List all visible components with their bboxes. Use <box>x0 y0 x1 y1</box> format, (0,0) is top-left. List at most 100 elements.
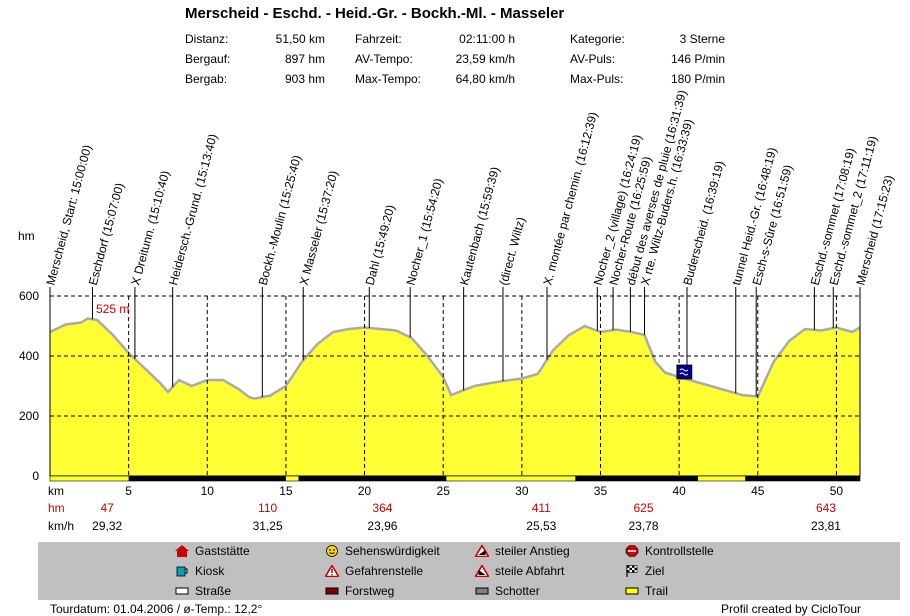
y-axis-label: hm <box>18 229 35 243</box>
legend-item: Kontrollstelle <box>625 544 714 558</box>
road-icon <box>175 585 189 597</box>
waypoint-label: Buderscheid. (16:39:19) <box>680 159 727 286</box>
stat-value: 903 hm <box>284 72 325 86</box>
segment-kmh-value: 29,32 <box>92 519 122 533</box>
legend-item: Ziel <box>625 564 664 578</box>
x-tick-label: 45 <box>751 484 765 498</box>
x-tick-label: 30 <box>515 484 529 498</box>
x-tick-label: 15 <box>279 484 293 498</box>
stop-icon <box>625 545 639 557</box>
legend-label: Ziel <box>645 564 665 578</box>
footer-credit: Profil created by CicloTour <box>720 602 861 616</box>
elevation-profile-chart: Merscheid, Start: 15:00:00)Eschdorf (15:… <box>18 89 896 533</box>
waypoint-label: (direct. Wiltz) <box>496 216 528 287</box>
legend-item: Trail <box>625 584 668 598</box>
legend-item: Kiosk <box>175 564 224 578</box>
chart-title: Merscheid - Eschd. - Heid.-Gr. - Bockh.-… <box>185 5 565 22</box>
x-axis-label: km <box>48 484 64 498</box>
stat-value: 51,50 km <box>275 32 325 46</box>
trail-icon <box>625 585 639 597</box>
segment-hm-value: 625 <box>633 501 653 515</box>
legend-item: Straße <box>175 584 231 598</box>
segment-hm-value: 364 <box>372 501 392 515</box>
stat-value: 02:11:00 h <box>459 32 515 46</box>
gravel-icon <box>475 585 489 597</box>
x-tick-label: 20 <box>358 484 372 498</box>
segment-kmh-value: 25,53 <box>526 519 556 533</box>
stat-value: 897 hm <box>284 52 325 66</box>
y-tick-label: 400 <box>19 349 39 363</box>
legend-label: Gefahrenstelle <box>345 564 424 578</box>
waypoint-label: Heidersch.-Grund. (15:13:40) <box>166 132 220 286</box>
legend-label: Trail <box>645 584 668 598</box>
climb-icon <box>474 543 490 558</box>
y-tick-label: 0 <box>32 469 39 483</box>
stat-label: Kategorie: <box>570 32 625 46</box>
legend-label: Forstweg <box>345 584 395 598</box>
legend-label: steile Abfahrt <box>495 564 565 578</box>
segment-kmh-value: 23,78 <box>628 519 658 533</box>
legend-label: Schotter <box>495 584 540 598</box>
y-tick-label: 200 <box>19 409 39 423</box>
legend-label: Gaststätte <box>195 544 250 558</box>
segment-hm-value: 643 <box>816 501 836 515</box>
max-elevation-label: 525 m <box>96 302 129 316</box>
x-tick-label: 35 <box>594 484 608 498</box>
waypoint-label: X. montée par chemin. (16:12:39) <box>540 110 600 286</box>
x-tick-label: 40 <box>672 484 686 498</box>
legend-label: steiler Anstieg <box>495 544 570 558</box>
legend-item: steiler Anstieg <box>474 543 570 558</box>
rain-marker-wave <box>679 368 689 376</box>
cup-icon <box>175 565 189 577</box>
waypoint-label: Dahl (15:49:20) <box>363 203 398 287</box>
stat-value: 64,80 km/h <box>455 72 515 86</box>
waypoint-label: Merscheid, Start: 15:00:00) <box>43 143 94 286</box>
legend-item: Sehenswürdigkeit <box>325 544 440 558</box>
elevation-line <box>49 317 861 400</box>
legend-item: Gaststätte <box>175 544 250 558</box>
legend <box>38 542 900 600</box>
stat-label: Bergab: <box>185 72 228 86</box>
legend-label: Sehenswürdigkeit <box>345 544 440 558</box>
segment-kmh-value: 23,96 <box>367 519 397 533</box>
stat-label: Bergauf: <box>185 52 231 66</box>
segment-hm-value: 411 <box>532 501 551 515</box>
waypoint-label: X Dreitunn. (15:10:40) <box>128 169 172 287</box>
x-tick-label: 50 <box>830 484 844 498</box>
segment-kmh-value: 23,81 <box>811 519 841 533</box>
waypoint-label: Nocher_1 (15:54:20) <box>404 177 446 287</box>
descent-icon <box>474 563 490 578</box>
kmh-row-label: km/h <box>48 519 74 533</box>
segment-hm-value: 47 <box>101 501 115 515</box>
stat-label: Fahrzeit: <box>355 32 402 46</box>
legend-item: steile Abfahrt <box>474 563 565 578</box>
segment-kmh-value: 31,25 <box>253 519 283 533</box>
stat-label: Max-Puls: <box>570 72 624 86</box>
surface-bar-road <box>745 476 860 481</box>
stat-label: Max-Tempo: <box>355 72 422 86</box>
x-tick-label: 10 <box>201 484 215 498</box>
segment-hm-value: 110 <box>258 501 277 515</box>
stat-label: AV-Puls: <box>570 52 616 66</box>
finish-flag-icon <box>625 565 639 577</box>
surface-bar-road <box>128 476 286 481</box>
legend-label: Kontrollstelle <box>645 544 714 558</box>
house-icon <box>175 545 189 557</box>
elevation-area <box>50 318 860 476</box>
stat-value: 23,59 km/h <box>455 52 515 66</box>
legend-item: Forstweg <box>325 584 394 598</box>
stat-value: 3 Sterne <box>679 32 725 46</box>
y-tick-label: 600 <box>19 289 39 303</box>
waypoint-label: X Masseler (15:37:20) <box>297 169 341 287</box>
forest-road-icon <box>325 585 339 597</box>
stat-value: 146 P/min <box>670 52 725 66</box>
surface-bar-road <box>575 476 698 481</box>
hm-row-label: hm <box>48 501 65 515</box>
stat-value: 180 P/min <box>670 72 725 86</box>
stat-label: AV-Tempo: <box>355 52 413 66</box>
x-tick-label: 5 <box>125 484 132 498</box>
legend-label: Straße <box>195 584 232 598</box>
stat-label: Distanz: <box>185 32 229 46</box>
x-tick-label: 25 <box>437 484 451 498</box>
legend-item: Schotter <box>475 584 540 598</box>
